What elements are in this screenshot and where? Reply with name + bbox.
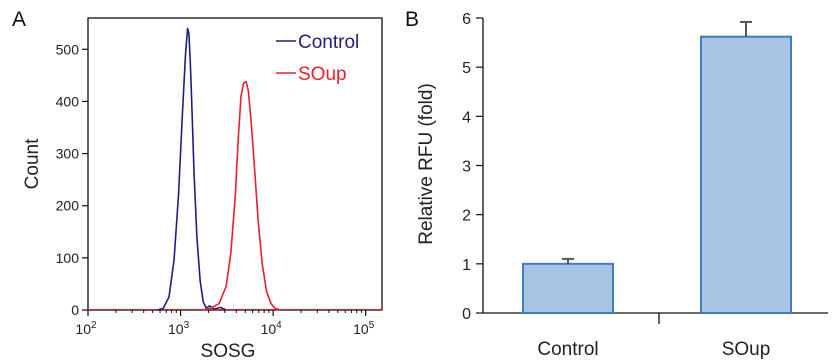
panel-a-xtick-label: 102 xyxy=(75,320,97,337)
legend-soup-label: SOup xyxy=(298,64,347,85)
panel-a-ytick-label: 0 xyxy=(71,302,79,318)
panel-b-categories: Control SOup xyxy=(537,339,770,360)
panel-a-xlabel: SOSG xyxy=(201,341,256,362)
panel-b-ytick-label: 4 xyxy=(462,109,471,126)
panel-b-ytick-label: 0 xyxy=(462,306,471,323)
panel-b-y-ticks: 0 1 2 3 4 5 6 xyxy=(462,11,483,323)
category-label-soup: SOup xyxy=(722,339,771,360)
panel-a-xtick-label: 103 xyxy=(168,320,190,337)
panel-a-legend: Control SOup xyxy=(276,32,359,85)
panel-a-xtick-label: 105 xyxy=(353,320,375,337)
panel-a-ylabel: Count xyxy=(22,138,43,189)
bar-soup xyxy=(700,35,792,315)
panel-b-ytick-label: 6 xyxy=(462,11,471,28)
bar-control xyxy=(522,262,614,315)
panel-b-bar-chart: B 0 1 2 3 4 5 6 Control SOup Relative RFU (fold… xyxy=(405,8,828,360)
panel-a-ytick-label: 200 xyxy=(56,198,80,214)
panel-a-plot-frame xyxy=(87,17,383,311)
panel-b-ytick-label: 1 xyxy=(462,257,471,274)
panel-a-ytick-label: 500 xyxy=(56,41,80,57)
panel-a-y-ticks: 0 100 200 300 400 500 xyxy=(56,41,88,318)
panel-a-ytick-label: 100 xyxy=(56,250,80,266)
panel-a-label: A xyxy=(12,8,26,31)
panel-a-series xyxy=(88,27,382,311)
panel-a-xtick-label: 104 xyxy=(261,320,283,337)
panel-b-ytick-label: 5 xyxy=(462,60,471,77)
panel-a-x-ticks: 102 103 104 105 xyxy=(75,310,375,337)
panel-a-histogram: A 0 100 200 300 400 500 102 103 104 105 Count SO… xyxy=(12,8,383,362)
category-label-control: Control xyxy=(537,339,598,360)
series-line-soup xyxy=(201,80,281,311)
series-line-control xyxy=(157,27,227,311)
panel-b-ytick-label: 3 xyxy=(462,159,471,176)
panel-b-label: B xyxy=(405,8,419,31)
panel-b-ylabel: Relative RFU (fold) xyxy=(416,83,437,245)
panel-a-ytick-label: 400 xyxy=(56,93,80,109)
legend-control-label: Control xyxy=(298,32,359,53)
panel-b-bars xyxy=(522,20,792,315)
panel-a-ytick-label: 300 xyxy=(56,146,80,162)
panel-b-ytick-label: 2 xyxy=(462,208,471,225)
